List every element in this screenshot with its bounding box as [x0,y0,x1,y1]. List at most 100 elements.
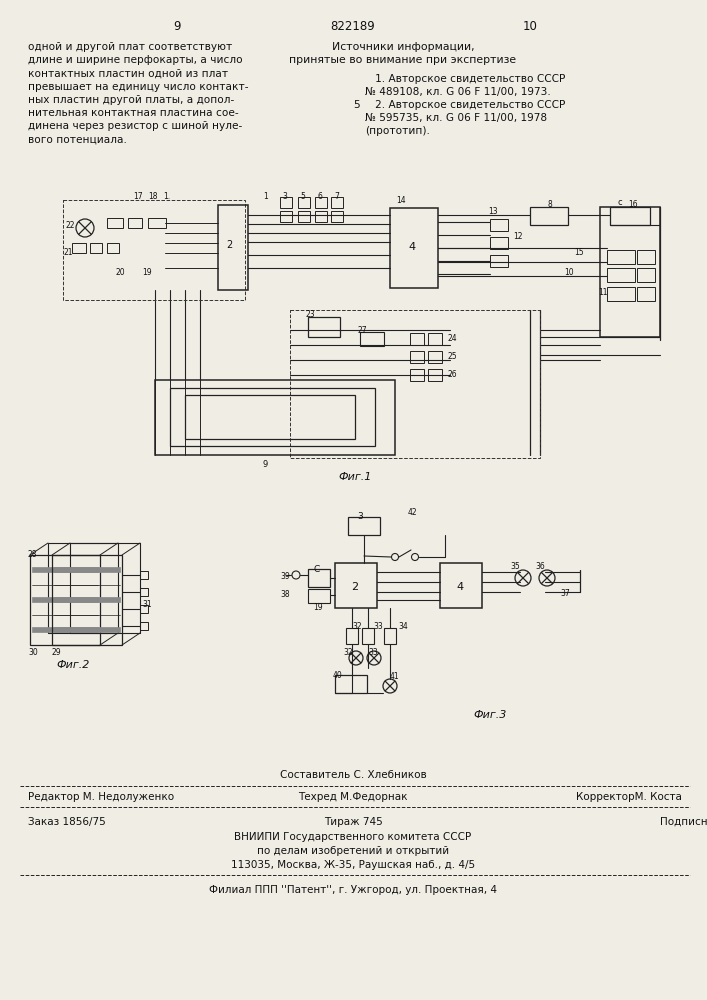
Bar [428,351,442,363]
Text: c: c [618,198,623,207]
Text: 23: 23 [306,310,315,319]
Text: C: C [314,565,320,574]
Bar [155,380,395,455]
Text: Филиал ППП ''Патент'', г. Ужгород, ул. Проектная, 4: Филиал ППП ''Патент'', г. Ужгород, ул. П… [209,885,497,895]
Text: 32: 32 [352,622,361,631]
Text: 38: 38 [280,590,290,599]
Bar [298,197,310,208]
Text: 16: 16 [628,200,638,209]
Text: 6: 6 [318,192,323,201]
Text: КорректорМ. Коста: КорректорМ. Коста [576,792,682,802]
Bar [308,317,340,337]
Bar [32,567,98,572]
Text: нительная контактная пластина сое-: нительная контактная пластина сое- [28,108,239,118]
Text: 9: 9 [173,20,181,33]
Text: 26: 26 [447,370,457,379]
Bar [607,268,635,282]
Text: 17: 17 [133,192,143,201]
Bar [610,207,650,225]
Text: 19: 19 [313,603,322,612]
Bar [490,237,508,249]
Text: 822189: 822189 [331,20,375,33]
Text: динена через резистор с шиной нуле-: динена через резистор с шиной нуле- [28,121,243,131]
Text: 113035, Москва, Ж-35, Раушская наб., д. 4/5: 113035, Москва, Ж-35, Раушская наб., д. … [231,860,475,870]
Text: 12: 12 [513,232,522,241]
Text: одной и другой плат соответствуют: одной и другой плат соответствуют [28,42,233,52]
Text: 3: 3 [357,512,363,521]
Bar [490,219,508,231]
Text: 1.: 1. [163,192,170,201]
Text: (прототип).: (прототип). [365,126,430,136]
Bar [335,563,377,608]
Bar [298,211,310,222]
Text: 25: 25 [447,352,457,361]
Bar [54,597,120,602]
Text: Фиг.1: Фиг.1 [339,472,372,482]
Bar [280,211,292,222]
Bar [30,555,100,645]
Text: 33: 33 [368,648,378,657]
Bar [48,543,118,633]
Bar [315,197,327,208]
Bar [335,675,367,693]
Text: Фиг.2: Фиг.2 [57,660,90,670]
Bar [384,628,396,644]
Text: ВНИИПИ Государственного комитета СССР: ВНИИПИ Государственного комитета СССР [235,832,472,842]
Text: Фиг.3: Фиг.3 [473,710,507,720]
Text: 37: 37 [560,589,570,598]
Bar [600,207,660,337]
Bar [308,589,330,603]
Bar [54,627,120,632]
Bar [218,205,248,290]
Text: 7: 7 [334,192,339,201]
Text: 19: 19 [142,268,151,277]
Text: 31: 31 [142,600,151,609]
Bar [290,310,540,458]
Text: Заказ 1856/75: Заказ 1856/75 [28,817,106,827]
Bar [185,395,355,439]
Text: контактных пластин одной из плат: контактных пластин одной из плат [28,68,228,78]
Text: 39: 39 [280,572,290,581]
Bar [637,268,655,282]
Text: 1: 1 [263,192,268,201]
Text: принятые во внимание при экспертизе: принятые во внимание при экспертизе [289,55,517,65]
Bar [410,369,424,381]
Bar [410,351,424,363]
Text: Составитель С. Хлебников: Составитель С. Хлебников [280,770,426,780]
Text: 9: 9 [262,460,268,469]
Text: Редактор М. Недолуженко: Редактор М. Недолуженко [28,792,174,802]
Text: 27: 27 [358,326,368,335]
Bar [607,287,635,301]
Bar [410,333,424,345]
Text: вого потенциала.: вого потенциала. [28,134,127,144]
Bar [140,622,148,630]
Text: 10: 10 [522,20,537,33]
Text: 41: 41 [390,672,399,681]
Text: 2: 2 [226,240,233,250]
Bar [428,369,442,381]
Text: 1. Авторское свидетельство СССР: 1. Авторское свидетельство СССР [365,74,566,84]
Bar [280,197,292,208]
Text: превышает на единицу число контакт-: превышает на единицу число контакт- [28,82,248,92]
Text: Тираж 745: Тираж 745 [324,817,382,827]
Bar [530,207,568,225]
Text: 4: 4 [457,582,464,592]
Text: 33: 33 [373,622,382,631]
Text: № 489108, кл. G 06 F 11/00, 1973.: № 489108, кл. G 06 F 11/00, 1973. [365,87,551,97]
Bar [390,208,438,288]
Bar [362,628,374,644]
Bar [72,243,86,253]
Text: 21: 21 [63,248,73,257]
Text: Подписное: Подписное [660,817,707,827]
Bar [637,250,655,264]
Bar [140,605,148,613]
Text: 11: 11 [598,288,607,297]
Text: 2. Авторское свидетельство СССР: 2. Авторское свидетельство СССР [365,100,566,110]
Text: 2: 2 [351,582,358,592]
Text: 5: 5 [353,100,360,110]
Text: 24: 24 [447,334,457,343]
Bar [32,627,98,632]
Text: 5: 5 [300,192,305,201]
Text: Источники информации,: Источники информации, [332,42,474,52]
Text: 35: 35 [510,562,520,571]
